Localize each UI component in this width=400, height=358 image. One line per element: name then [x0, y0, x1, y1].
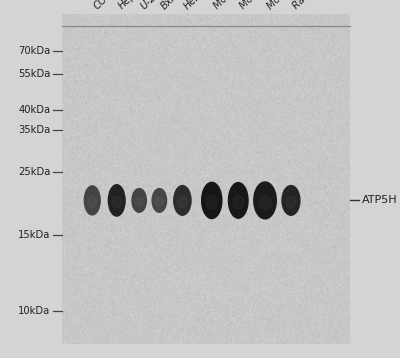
Text: HeLa: HeLa [182, 0, 207, 11]
Text: U-251MG: U-251MG [139, 0, 179, 11]
Ellipse shape [132, 189, 146, 212]
Ellipse shape [286, 196, 296, 208]
Ellipse shape [259, 195, 271, 209]
Text: Mouse kidney: Mouse kidney [212, 0, 268, 11]
Ellipse shape [206, 195, 217, 209]
Ellipse shape [112, 196, 121, 208]
Ellipse shape [282, 185, 300, 215]
Text: Mouse thymus: Mouse thymus [238, 0, 297, 11]
Ellipse shape [233, 195, 244, 209]
Ellipse shape [88, 196, 96, 207]
Text: 15kDa: 15kDa [18, 230, 50, 240]
Ellipse shape [202, 182, 222, 218]
Text: Rat spinal cord: Rat spinal cord [291, 0, 351, 11]
Text: COS-7: COS-7 [92, 0, 122, 11]
Text: 10kDa: 10kDa [18, 306, 50, 316]
Ellipse shape [84, 186, 100, 215]
Ellipse shape [228, 183, 248, 218]
Text: 25kDa: 25kDa [18, 168, 50, 178]
Text: Mouse brain: Mouse brain [265, 0, 316, 11]
Ellipse shape [108, 185, 125, 216]
Text: 70kDa: 70kDa [18, 45, 50, 55]
Ellipse shape [178, 196, 187, 208]
Text: 40kDa: 40kDa [18, 105, 50, 115]
Ellipse shape [174, 185, 191, 215]
Ellipse shape [254, 182, 276, 219]
Text: ATP5H: ATP5H [362, 195, 397, 205]
Ellipse shape [152, 189, 166, 212]
Text: 35kDa: 35kDa [18, 125, 50, 135]
Text: 55kDa: 55kDa [18, 69, 50, 79]
Ellipse shape [155, 197, 163, 206]
Text: BxPC-3: BxPC-3 [159, 0, 192, 11]
Text: HepG2: HepG2 [117, 0, 148, 11]
Ellipse shape [135, 197, 143, 206]
